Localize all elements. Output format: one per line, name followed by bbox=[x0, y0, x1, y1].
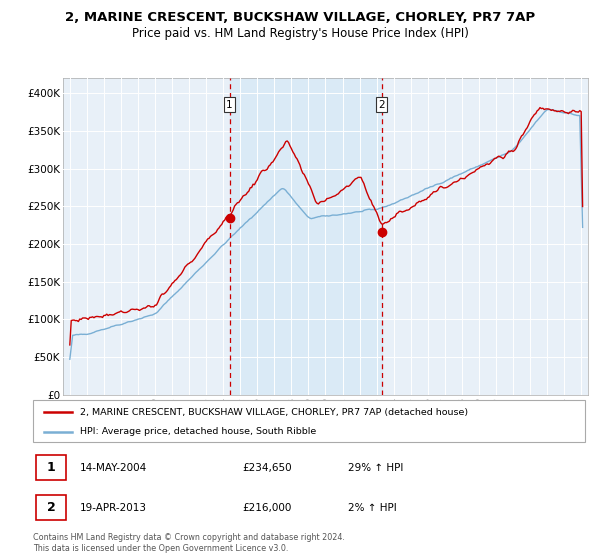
Text: 2, MARINE CRESCENT, BUCKSHAW VILLAGE, CHORLEY, PR7 7AP (detached house): 2, MARINE CRESCENT, BUCKSHAW VILLAGE, CH… bbox=[80, 408, 468, 417]
FancyBboxPatch shape bbox=[36, 455, 66, 480]
Text: 14-MAY-2004: 14-MAY-2004 bbox=[80, 463, 147, 473]
Text: 29% ↑ HPI: 29% ↑ HPI bbox=[347, 463, 403, 473]
Text: 19-APR-2013: 19-APR-2013 bbox=[80, 503, 147, 512]
Text: £234,650: £234,650 bbox=[243, 463, 292, 473]
Bar bbox=[230, 78, 382, 395]
Text: Price paid vs. HM Land Registry's House Price Index (HPI): Price paid vs. HM Land Registry's House … bbox=[131, 27, 469, 40]
Text: Contains HM Land Registry data © Crown copyright and database right 2024.: Contains HM Land Registry data © Crown c… bbox=[33, 533, 345, 542]
Text: 1: 1 bbox=[226, 100, 233, 110]
FancyBboxPatch shape bbox=[36, 495, 66, 520]
Text: HPI: Average price, detached house, South Ribble: HPI: Average price, detached house, Sout… bbox=[80, 427, 316, 436]
Text: This data is licensed under the Open Government Licence v3.0.: This data is licensed under the Open Gov… bbox=[33, 544, 289, 553]
Text: 2% ↑ HPI: 2% ↑ HPI bbox=[347, 503, 397, 512]
Text: £216,000: £216,000 bbox=[243, 503, 292, 512]
Text: 2, MARINE CRESCENT, BUCKSHAW VILLAGE, CHORLEY, PR7 7AP: 2, MARINE CRESCENT, BUCKSHAW VILLAGE, CH… bbox=[65, 11, 535, 24]
Text: 1: 1 bbox=[47, 461, 55, 474]
Text: 2: 2 bbox=[378, 100, 385, 110]
Text: 2: 2 bbox=[47, 501, 55, 514]
